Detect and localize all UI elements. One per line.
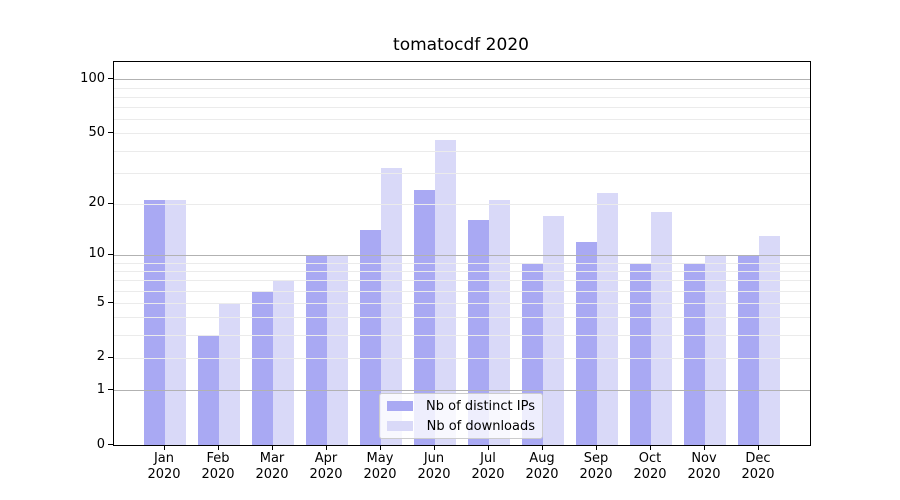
- bar-nb-of-distinct-ips-sep-2020: [576, 241, 597, 445]
- gridline-100: [114, 79, 810, 81]
- x-tick-label-oct-2020: Oct 2020: [633, 451, 667, 482]
- y-tick-label-5: 5: [96, 294, 105, 310]
- bar-nb-of-downloads-sep-2020: [597, 193, 618, 445]
- bar-nb-of-downloads-oct-2020: [651, 211, 672, 445]
- y-tick-mark-10: [108, 253, 113, 255]
- x-tick-mark-nov-2020: [704, 445, 705, 450]
- bar-nb-of-distinct-ips-apr-2020: [306, 254, 327, 445]
- x-tick-mark-jan-2020: [164, 445, 165, 450]
- bar-nb-of-distinct-ips-jul-2020: [468, 220, 489, 445]
- gridline-4: [114, 317, 810, 319]
- y-tick-mark-100: [108, 78, 113, 80]
- gridline-30: [114, 172, 810, 174]
- legend: Nb of distinct IPs Nb of downloads: [379, 393, 543, 439]
- bar-nb-of-distinct-ips-feb-2020: [198, 335, 219, 445]
- x-tick-mark-dec-2020: [758, 445, 759, 450]
- bar-nb-of-downloads-apr-2020: [327, 254, 348, 445]
- gridline-1: [114, 390, 810, 392]
- bar-nb-of-downloads-aug-2020: [543, 215, 564, 445]
- y-tick-label-0: 0: [96, 436, 105, 452]
- y-tick-mark-1: [108, 389, 113, 391]
- legend-entry-distinct-ips: Nb of distinct IPs: [387, 398, 535, 414]
- y-tick-label-50: 50: [88, 124, 105, 140]
- gridline-8: [114, 270, 810, 272]
- gridline-6: [114, 290, 810, 292]
- y-tick-label-20: 20: [88, 195, 105, 211]
- bar-nb-of-distinct-ips-oct-2020: [630, 262, 651, 445]
- x-tick-mark-mar-2020: [272, 445, 273, 450]
- x-tick-mark-aug-2020: [542, 445, 543, 450]
- gridline-50: [114, 133, 810, 135]
- bar-nb-of-downloads-feb-2020: [219, 303, 240, 445]
- x-tick-mark-feb-2020: [218, 445, 219, 450]
- legend-swatch-downloads: [387, 421, 413, 431]
- bar-nb-of-distinct-ips-may-2020: [360, 230, 381, 445]
- bar-nb-of-downloads-jan-2020: [165, 200, 186, 445]
- x-tick-mark-apr-2020: [326, 445, 327, 450]
- bar-nb-of-distinct-ips-dec-2020: [738, 254, 759, 445]
- gridline-5: [114, 303, 810, 304]
- legend-label-distinct-ips: Nb of distinct IPs: [426, 398, 535, 414]
- gridline-3: [114, 335, 810, 337]
- x-tick-label-dec-2020: Dec 2020: [741, 451, 775, 482]
- legend-entry-downloads: Nb of downloads: [387, 418, 535, 434]
- bar-nb-of-downloads-nov-2020: [705, 254, 726, 445]
- gridline-2: [114, 357, 810, 359]
- y-tick-mark-0: [108, 444, 113, 445]
- legend-label-downloads: Nb of downloads: [426, 418, 535, 434]
- gridline-70: [114, 107, 810, 109]
- x-tick-mark-oct-2020: [650, 445, 651, 450]
- bar-nb-of-distinct-ips-mar-2020: [252, 290, 273, 445]
- y-tick-label-10: 10: [88, 246, 105, 262]
- legend-swatch-distinct-ips: [387, 401, 413, 411]
- bar-nb-of-distinct-ips-jan-2020: [144, 200, 165, 445]
- bar-nb-of-distinct-ips-nov-2020: [684, 262, 705, 445]
- plot-area: [113, 61, 811, 446]
- x-tick-label-jan-2020: Jan 2020: [147, 451, 181, 482]
- x-tick-label-jun-2020: Jun 2020: [417, 451, 451, 482]
- y-tick-mark-20: [108, 202, 113, 204]
- x-tick-label-jul-2020: Jul 2020: [471, 451, 505, 482]
- x-tick-label-sep-2020: Sep 2020: [579, 451, 613, 482]
- gridline-9: [114, 262, 810, 264]
- x-tick-mark-jun-2020: [434, 445, 435, 450]
- gridline-7: [114, 280, 810, 282]
- y-tick-label-100: 100: [80, 70, 105, 86]
- bar-nb-of-downloads-dec-2020: [759, 235, 780, 445]
- gridline-90: [114, 87, 810, 89]
- bar-nb-of-downloads-jun-2020: [435, 139, 456, 445]
- gridline-40: [114, 150, 810, 152]
- y-tick-label-2: 2: [96, 349, 105, 365]
- x-tick-label-nov-2020: Nov 2020: [687, 451, 721, 482]
- chart-title: tomatocdf 2020: [393, 35, 529, 55]
- x-tick-label-aug-2020: Aug 2020: [525, 451, 559, 482]
- x-tick-mark-sep-2020: [596, 445, 597, 450]
- gridline-80: [114, 96, 810, 98]
- x-tick-label-apr-2020: Apr 2020: [309, 451, 343, 482]
- bar-nb-of-downloads-mar-2020: [273, 280, 294, 445]
- y-tick-label-1: 1: [96, 381, 105, 397]
- x-tick-label-may-2020: May 2020: [363, 451, 397, 482]
- gridline-10: [114, 254, 810, 256]
- x-tick-mark-may-2020: [380, 445, 381, 450]
- gridline-60: [114, 119, 810, 121]
- y-tick-mark-2: [108, 356, 113, 358]
- x-tick-mark-jul-2020: [488, 445, 489, 450]
- bar-nb-of-downloads-jul-2020: [489, 200, 510, 445]
- x-tick-label-mar-2020: Mar 2020: [255, 451, 289, 482]
- bar-nb-of-downloads-may-2020: [381, 167, 402, 445]
- gridline-20: [114, 203, 810, 205]
- y-tick-mark-50: [108, 132, 113, 134]
- y-tick-mark-5: [108, 302, 113, 303]
- x-tick-label-feb-2020: Feb 2020: [201, 451, 235, 482]
